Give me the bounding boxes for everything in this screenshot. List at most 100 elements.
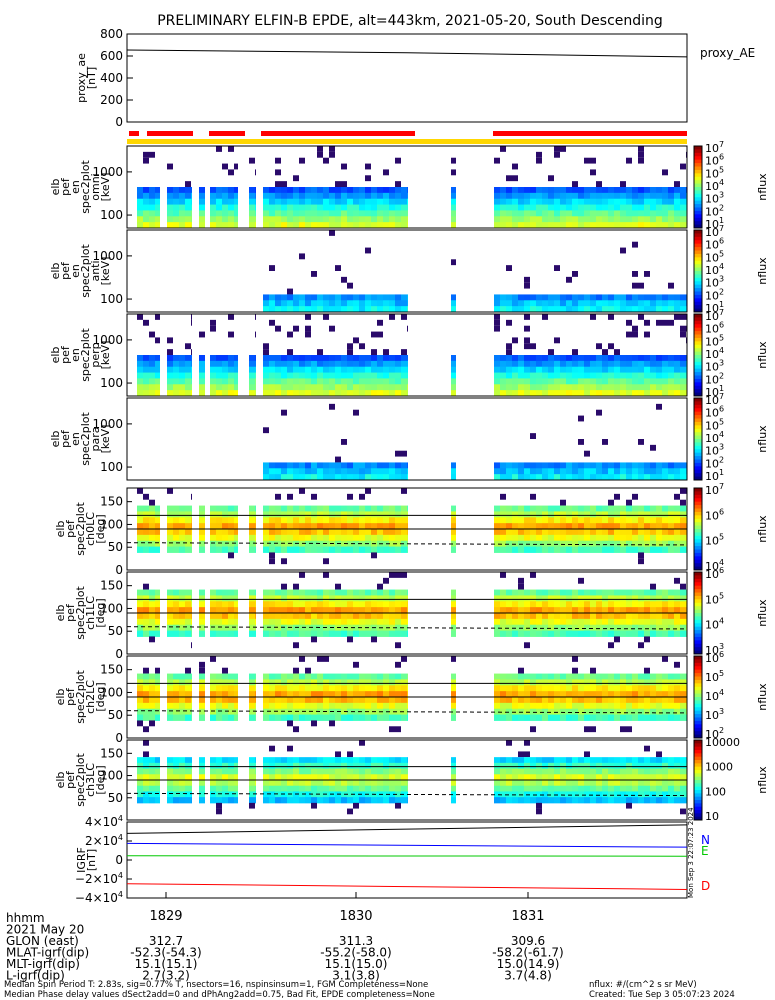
spec-cell: [395, 505, 401, 512]
spec-cell: [269, 685, 275, 692]
spec-cell: [255, 314, 256, 320]
axis-row-label: hhmm: [6, 911, 45, 925]
colorbar-tick-label: 100: [705, 785, 726, 798]
spec-cell: [210, 685, 216, 692]
spec-cell: [249, 517, 255, 524]
spec-cell: [167, 780, 173, 787]
spec-cell: [359, 740, 365, 746]
spec-cell: [179, 216, 185, 223]
spec-cell: [341, 360, 347, 368]
spec-cell: [311, 192, 317, 200]
spec-cell: [365, 529, 371, 536]
colorbar-step: [694, 163, 702, 167]
spec-ylabel-1-line: spec2plot: [79, 244, 92, 298]
spec-cell: [191, 697, 192, 704]
spec-cell: [650, 708, 656, 716]
spec-cell: [512, 210, 518, 217]
spec-cell: [287, 306, 293, 313]
colorbar-step: [694, 146, 702, 150]
spec-cell: [317, 780, 323, 787]
spec-cell: [542, 714, 548, 721]
spec-cell: [656, 192, 662, 200]
spec-cell: [263, 511, 269, 518]
spec-cell: [584, 372, 590, 379]
spec-cell: [506, 210, 512, 217]
spec-cell: [632, 624, 638, 632]
spec-cell: [524, 517, 530, 524]
spec-cell: [500, 294, 506, 301]
colorbar-step: [694, 803, 702, 808]
spec-cell: [650, 355, 656, 362]
spec-cell: [263, 378, 269, 385]
spec-cell: [560, 222, 566, 229]
spec-cell: [179, 691, 185, 698]
spec-cell: [311, 366, 317, 374]
spec-cell: [263, 306, 269, 313]
spec-cell: [255, 523, 256, 530]
spec-cell: [341, 595, 347, 602]
igrf-d-line: [126, 883, 688, 890]
spec-cell: [536, 613, 542, 620]
spec-cell: [638, 146, 644, 152]
spec-cell: [590, 187, 596, 194]
spec-cell: [524, 462, 530, 469]
spec-cell: [269, 319, 275, 326]
colorbar-step: [694, 284, 702, 289]
spec-cell: [620, 366, 626, 374]
spec-cell: [269, 785, 275, 792]
spec-cell: [275, 546, 281, 553]
spec-cell: [275, 601, 281, 608]
spec-cell: [536, 210, 542, 217]
spec-cell: [608, 624, 614, 632]
spec-cell: [548, 360, 554, 368]
spec-cell: [674, 192, 680, 200]
spec-cell: [335, 222, 341, 229]
colorbar-step: [694, 766, 702, 771]
spec-cell: [353, 300, 359, 307]
spec-cell: [500, 462, 506, 469]
spec-cell: [287, 768, 293, 775]
spec-cell: [269, 797, 275, 804]
spec-cell: [632, 768, 638, 775]
spec-cell: [407, 607, 408, 614]
spec-cell: [668, 474, 674, 481]
spec-cell: [530, 360, 536, 368]
spec-cell: [680, 595, 686, 602]
spec-cell: [548, 222, 554, 229]
spec-cell: [536, 187, 542, 194]
spec-cell: [596, 780, 602, 787]
spec-cell: [680, 546, 686, 553]
spec-cell: [371, 523, 377, 530]
spec-cell: [305, 529, 311, 536]
spec-cell: [626, 319, 632, 326]
spec-cell: [317, 757, 323, 764]
spec-cell: [451, 192, 456, 200]
spec-cell: [590, 210, 596, 217]
spec-cell: [185, 192, 191, 200]
spec-cell: [500, 762, 506, 770]
spec-cell: [512, 523, 518, 530]
spec-cell: [269, 265, 275, 271]
spec-cell: [179, 360, 185, 368]
spec-cell: [311, 390, 317, 397]
spec-cell: [395, 546, 401, 553]
spec-cell: [281, 474, 287, 481]
spec-cell: [299, 534, 305, 542]
spec-cell: [173, 511, 179, 518]
spec-cell: [500, 355, 506, 362]
spec-cell: [353, 216, 359, 223]
spec-cell: [167, 337, 173, 344]
spec-cell: [451, 468, 456, 475]
spec-cell: [305, 785, 311, 792]
spec-cell: [662, 702, 668, 710]
spec-cell: [311, 462, 317, 469]
spec-cell: [143, 366, 149, 374]
spec-cell: [137, 685, 143, 692]
spec-cell: [179, 390, 185, 397]
spec-cell: [191, 774, 192, 781]
spec-cell: [584, 601, 590, 608]
spec-cell: [662, 300, 668, 307]
igrf-legend-d: D: [701, 879, 710, 893]
colorbar-step: [694, 368, 702, 373]
spec-cell: [566, 372, 572, 379]
